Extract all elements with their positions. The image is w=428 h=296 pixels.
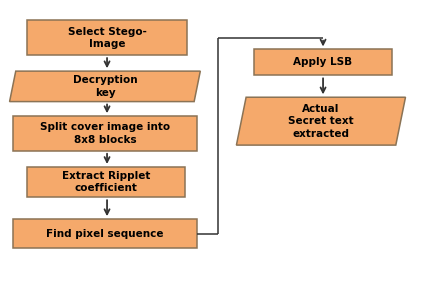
- Text: Extract Ripplet
coefficient: Extract Ripplet coefficient: [62, 171, 150, 193]
- Text: Apply LSB: Apply LSB: [294, 57, 353, 67]
- Text: Split cover image into
8x8 blocks: Split cover image into 8x8 blocks: [40, 122, 170, 145]
- Text: Decryption
key: Decryption key: [73, 75, 137, 98]
- Text: Select Stego-
Image: Select Stego- Image: [68, 27, 146, 49]
- FancyBboxPatch shape: [13, 116, 197, 151]
- Text: Actual
Secret text
extracted: Actual Secret text extracted: [288, 104, 354, 139]
- Text: Find pixel sequence: Find pixel sequence: [46, 229, 163, 239]
- Polygon shape: [236, 97, 405, 145]
- FancyBboxPatch shape: [13, 219, 197, 248]
- FancyBboxPatch shape: [27, 20, 187, 55]
- FancyBboxPatch shape: [254, 49, 392, 75]
- Polygon shape: [9, 71, 200, 102]
- FancyBboxPatch shape: [27, 167, 184, 197]
